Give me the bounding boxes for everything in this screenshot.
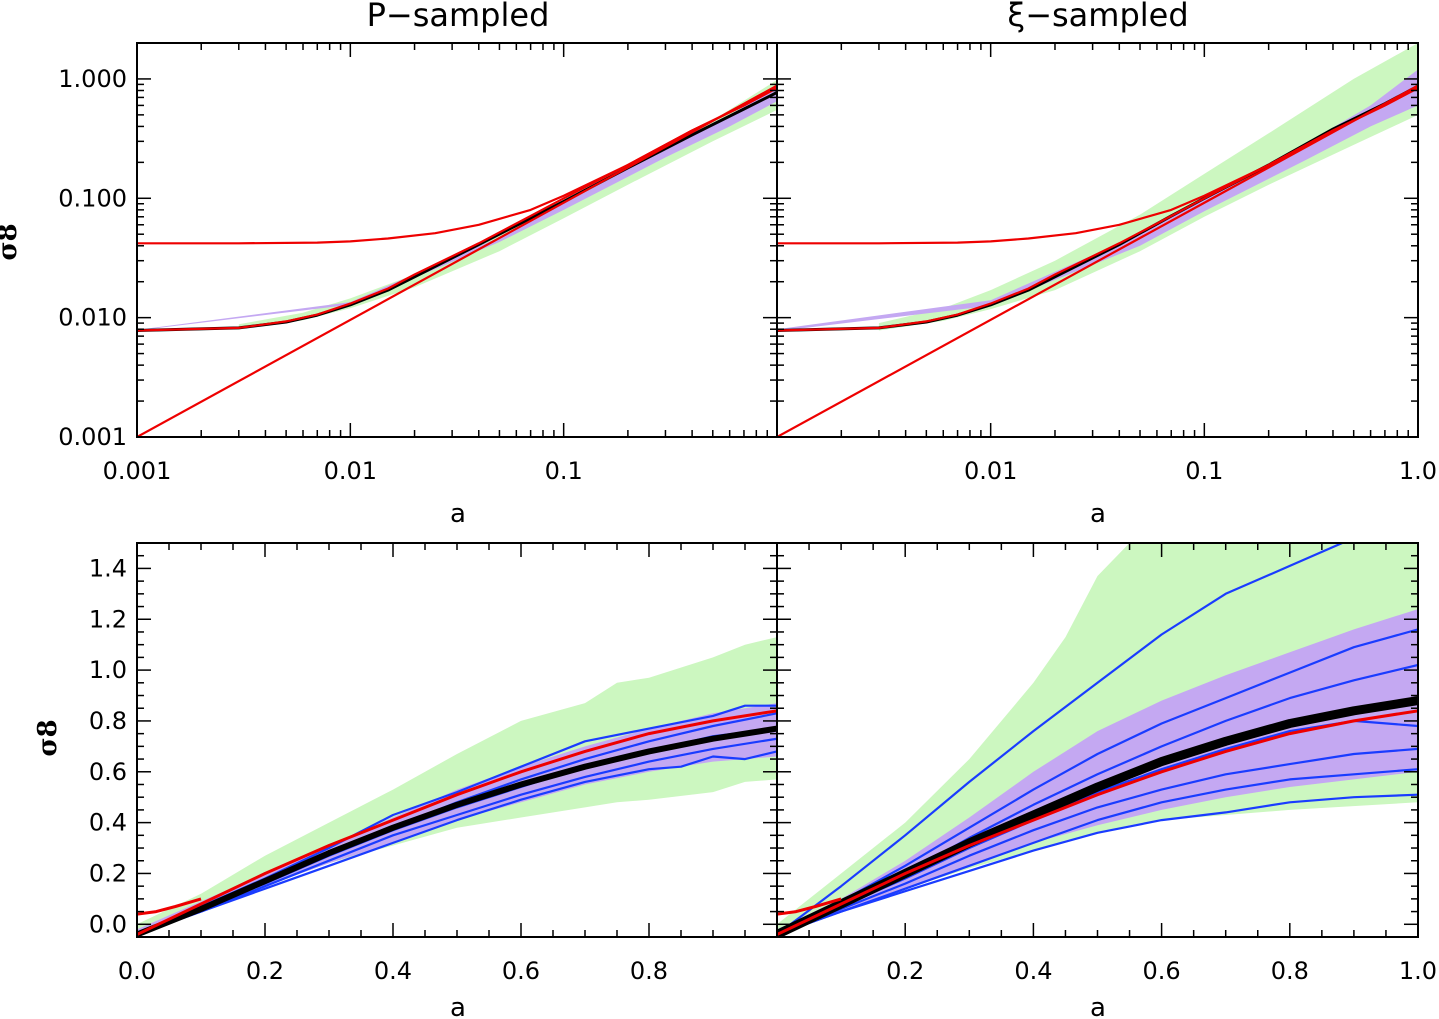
axis-ticks — [136, 42, 778, 438]
panel-top-right: ξ−sampled 0.01 0.1 1.0 a — [776, 0, 1437, 529]
series-model-upper-red- — [777, 87, 1418, 245]
green-band — [238, 80, 777, 330]
data-area — [777, 543, 1418, 937]
series-realization-5 — [137, 750, 777, 936]
y-tick-label: 1.4 — [89, 554, 127, 582]
plot-frame — [776, 42, 1419, 438]
series-model-upper-red- — [137, 87, 777, 245]
series-realization-2 — [777, 628, 1418, 936]
x-tick-label: 0.001 — [103, 457, 172, 485]
x-tick-label: 0.0 — [118, 957, 156, 985]
series-linear-theory-a- — [777, 84, 1418, 437]
y-tick-label: 0.001 — [58, 423, 127, 451]
y-tick-label: 1.0 — [89, 656, 127, 684]
x-tick-label: 0.6 — [1143, 957, 1181, 985]
series-realization-7 — [777, 793, 1418, 936]
xlabel-top-left: a — [450, 499, 466, 529]
series-realization-4 — [137, 737, 777, 936]
x-tick-label: 1.0 — [1399, 957, 1437, 985]
purple-band — [137, 88, 777, 331]
y-tick-label: 0.0 — [89, 910, 127, 938]
data-area — [777, 43, 1418, 437]
plot-area-bottom-right: 0.2 0.4 0.6 0.8 1.0 — [776, 542, 1437, 985]
series-model-red-offset- — [777, 897, 842, 916]
axis-ticks — [776, 42, 1419, 438]
x-tick-label: 0.1 — [545, 457, 583, 485]
x-tick-label: 0.01 — [324, 457, 377, 485]
y-tick-label: 0.4 — [89, 809, 127, 837]
series-mean-sigma8-black- — [137, 725, 777, 937]
y-tick-label: 0.010 — [58, 304, 127, 332]
x-tick-label: 0.6 — [502, 957, 540, 985]
series-realization-1 — [777, 543, 1345, 936]
x-tick-label: 0.8 — [1271, 957, 1309, 985]
x-tick-label: 0.1 — [1185, 457, 1223, 485]
series-realization-6 — [777, 768, 1418, 936]
y-tick-label: 1.2 — [89, 605, 127, 633]
axis-ticks — [776, 543, 1419, 937]
xlabel-top-right: a — [1090, 499, 1106, 529]
x-tick-label: 0.8 — [630, 957, 668, 985]
series-linear-theory-a- — [137, 84, 777, 437]
xlabel-bottom-left: a — [450, 993, 466, 1019]
x-tick-label: 0.4 — [1014, 957, 1052, 985]
panel-bottom-right: 0.2 0.4 0.6 0.8 1.0 a — [776, 542, 1437, 1019]
series-linear-theory-red- — [777, 709, 1418, 936]
axis-ticks — [136, 543, 778, 937]
purple-band — [777, 609, 1418, 935]
green-band — [878, 43, 1418, 331]
series-model-red-offset- — [137, 897, 202, 916]
y-tick-label: 1.000 — [58, 65, 127, 93]
panel-bottom-left: 0.0 0.2 0.4 0.6 0.80.00.20.40.60.81.01.21.4 … — [33, 542, 778, 1019]
series-linear-theory-red- — [137, 709, 777, 936]
series-model-lower-red- — [137, 87, 777, 332]
y-tick-label: 0.2 — [89, 859, 127, 887]
series-mean-sigma8-black- — [137, 91, 777, 332]
x-tick-label: 1.0 — [1399, 457, 1437, 485]
ylabel-top-left: σ8 — [0, 223, 23, 260]
x-tick-label: 0.4 — [374, 957, 412, 985]
x-tick-label: 0.2 — [886, 957, 924, 985]
y-tick-label: 0.6 — [89, 758, 127, 786]
data-area — [137, 637, 777, 937]
xlabel-bottom-right: a — [1090, 993, 1106, 1019]
y-tick-label: 0.100 — [58, 184, 127, 212]
plot-area-bottom-left: 0.0 0.2 0.4 0.6 0.8 0.0 0.2 0.4 0.6 0.8 1.0 1.2 1.4 — [89, 542, 778, 985]
plot-area-top-left: 0.001 0.01 0.1 0.001 0.010 0.100 1.000 — [58, 42, 778, 485]
x-tick-label: 0.2 — [246, 957, 284, 985]
series-realization-5 — [777, 747, 1418, 936]
ylabel-bottom-left: σ8 — [33, 719, 63, 756]
title-top-left: P−sampled — [367, 0, 550, 34]
data-area — [137, 80, 777, 437]
title-top-right: ξ−sampled — [1007, 0, 1188, 34]
x-tick-label: 0.01 — [964, 457, 1017, 485]
panel-top-left: P−sampled 0.001 0.01 0.1 0.001 0.010 0.100 1.0… — [0, 0, 778, 529]
plot-area-top-right: 0.01 0.1 1.0 — [776, 42, 1437, 485]
plot-frame — [136, 42, 778, 438]
y-tick-label: 0.8 — [89, 707, 127, 735]
